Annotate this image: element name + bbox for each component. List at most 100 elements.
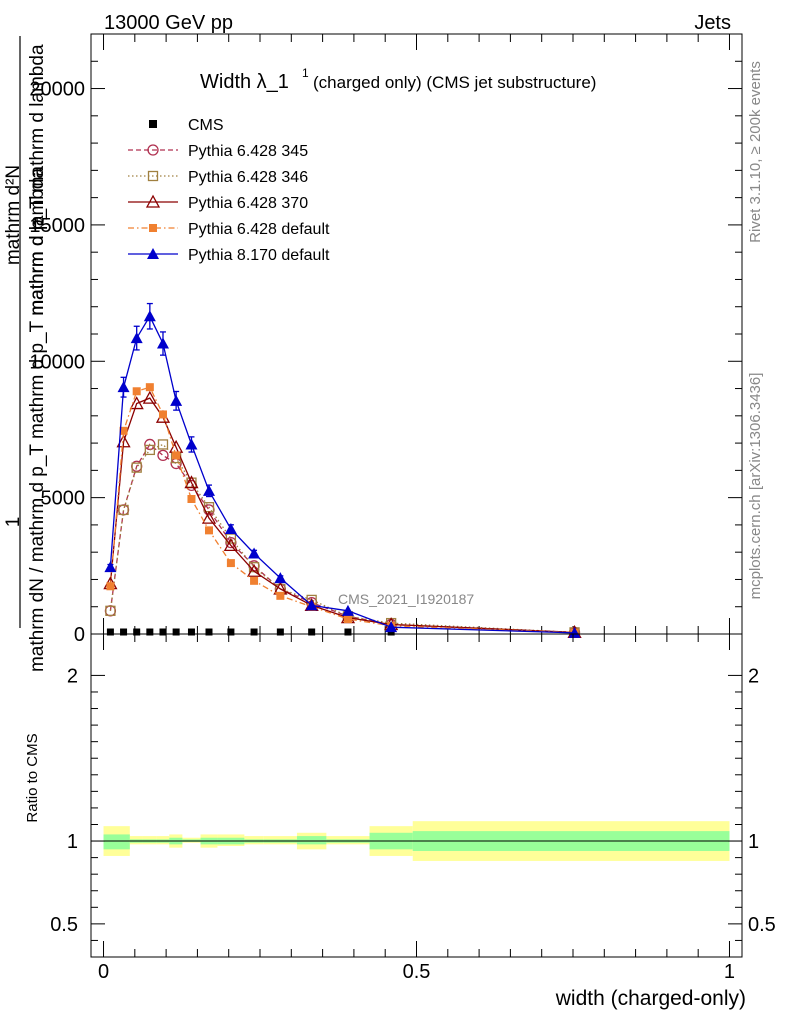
series-line	[109, 443, 575, 634]
main-axis-ticks	[91, 33, 742, 635]
ratio-band-green	[103, 834, 130, 850]
legend-label: Pythia 6.428 default	[188, 221, 330, 238]
data-point	[129, 396, 144, 410]
data-point	[119, 426, 128, 435]
data-point	[118, 504, 129, 516]
legend-item: Pythia 6.428 346	[128, 169, 308, 186]
legend-item: Pythia 6.428 370	[128, 194, 308, 212]
legend: CMS Pythia 6.428 345 Pythia 6.428 346 Pythi…	[128, 117, 330, 264]
series-line	[109, 443, 575, 634]
data-point	[227, 628, 235, 636]
main-ytick-label: 5000	[41, 488, 86, 510]
legend-item: Pythia 8.170 default	[128, 247, 330, 264]
ratio-ytick-label-right: 2	[748, 665, 759, 687]
legend-label: Pythia 6.428 346	[188, 169, 308, 186]
main-y-tick-labels: 0 5000 10000 15000 20000	[29, 79, 85, 646]
legend-item: Pythia 6.428 345	[128, 143, 308, 160]
data-point	[385, 621, 398, 633]
x-axis-label: width (charged-only)	[555, 987, 746, 1010]
data-point	[158, 410, 167, 419]
series-line	[109, 314, 575, 634]
chart-title-rest: (charged only) (CMS jet substructure)	[313, 73, 596, 92]
legend-marker	[145, 194, 161, 208]
data-point	[308, 628, 316, 636]
data-point	[170, 394, 183, 406]
data-point	[133, 628, 141, 636]
data-point	[120, 628, 128, 636]
series-layer	[103, 302, 582, 639]
data-point	[106, 582, 115, 591]
header-right-label: Jets	[694, 12, 731, 34]
chart-title-sup: 1	[302, 66, 309, 80]
data-point	[341, 604, 354, 616]
data-point	[250, 628, 258, 636]
data-point	[276, 628, 284, 636]
main-ytick-label: 10000	[29, 351, 85, 373]
data-point	[248, 547, 261, 559]
ylabel-numerator: mathrm d²N	[3, 165, 24, 265]
data-point	[117, 381, 130, 393]
data-point	[159, 628, 167, 636]
data-point	[116, 434, 131, 448]
legend-label: Pythia 6.428 370	[188, 195, 308, 212]
data-point	[142, 390, 157, 404]
series-line	[109, 397, 575, 634]
data-point	[157, 439, 169, 450]
data-point	[145, 383, 154, 392]
data-point	[184, 475, 199, 489]
legend-marker	[149, 120, 157, 128]
legend-item: Pythia 6.428 default	[128, 221, 330, 238]
legend-label: CMS	[188, 117, 224, 134]
main-ytick-label: 15000	[29, 215, 85, 237]
legend-marker	[147, 248, 159, 259]
data-point	[172, 451, 181, 460]
ratio-ytick-label: 2	[67, 665, 78, 687]
legend-label: Pythia 6.428 345	[188, 143, 308, 160]
data-point	[143, 310, 156, 322]
data-point	[224, 523, 237, 534]
series-5	[104, 302, 581, 638]
data-point	[146, 628, 154, 636]
ylabel-one: 1	[3, 517, 24, 528]
ratio-frame	[90, 633, 743, 958]
legend-label: Pythia 8.170 default	[188, 247, 330, 264]
data-point	[187, 628, 195, 636]
data-point	[223, 538, 238, 552]
legend-marker	[147, 144, 159, 156]
rivet-version-label: Rivet 3.1.10, ≥ 200k events	[747, 61, 764, 243]
legend-marker	[147, 170, 159, 182]
mcplots-label: mcplots.cern.ch [arXiv:1306.3436]	[747, 373, 764, 600]
data-point	[205, 628, 213, 636]
data-point	[144, 444, 155, 456]
data-point	[156, 337, 169, 349]
series-1	[104, 438, 581, 639]
xtick-label: 0.5	[403, 961, 431, 983]
legend-marker	[149, 224, 157, 232]
analysis-watermark: CMS_2021_I1920187	[338, 591, 474, 607]
ratio-axis-ticks	[91, 634, 742, 957]
data-point	[185, 438, 198, 450]
data-point	[204, 526, 213, 535]
data-point	[225, 533, 237, 544]
data-point	[172, 628, 180, 636]
data-point	[274, 572, 287, 584]
data-point	[131, 462, 142, 473]
data-point	[202, 484, 215, 496]
data-point	[246, 563, 262, 577]
data-point	[344, 628, 352, 636]
chart-title-main: Width λ_1	[200, 71, 289, 93]
ratio-ytick-label-right: 1	[748, 831, 759, 853]
data-point	[130, 332, 143, 344]
ratio-y-axis-label: Ratio to CMS	[24, 733, 41, 822]
ratio-ytick-label: 0.5	[50, 914, 78, 936]
data-point	[187, 495, 196, 503]
data-point	[106, 628, 114, 636]
x-tick-labels: 0 0.5 1	[98, 961, 735, 983]
data-point	[250, 576, 259, 585]
header-left-label: 13000 GeV pp	[104, 12, 233, 34]
series-2	[105, 439, 580, 638]
data-point	[104, 561, 117, 573]
xtick-label: 1	[724, 961, 735, 983]
data-point	[568, 626, 581, 638]
